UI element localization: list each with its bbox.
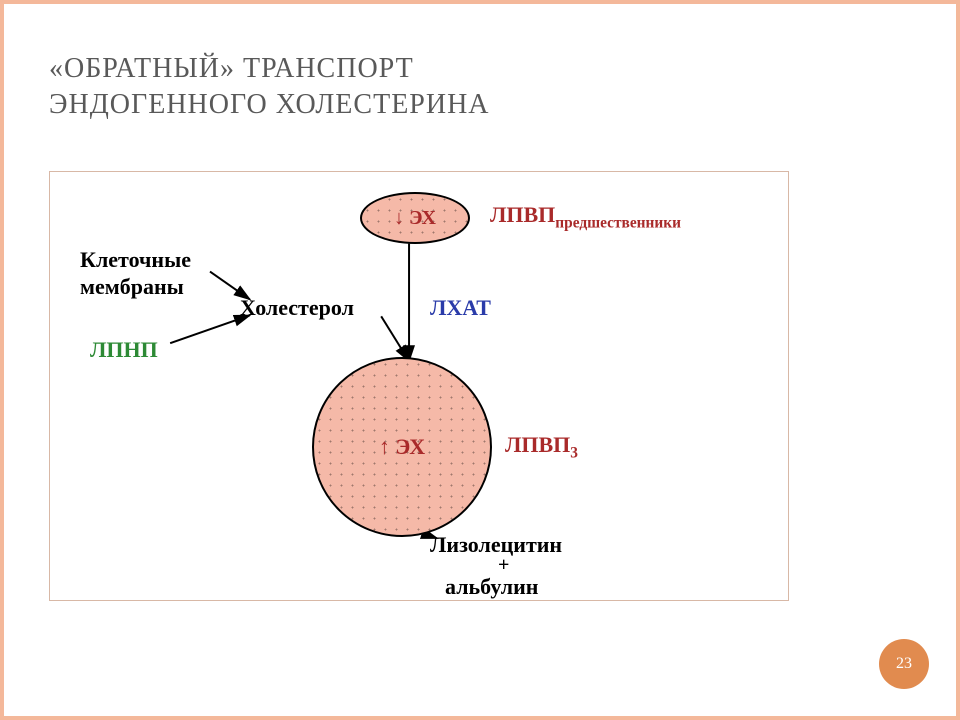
label-cell-membranes-1: Клеточные <box>80 247 191 273</box>
slide: «ОБРАТНЫЙ» ТРАНСПОРТ ЭНДОГЕННОГО ХОЛЕСТЕ… <box>0 0 960 720</box>
page-number-badge: 23 <box>879 639 929 689</box>
label-lysolecithin: Лизолецитин <box>430 532 562 558</box>
label-lhat: ЛХАТ <box>430 295 491 321</box>
arrow-chol-to-circle <box>381 316 409 361</box>
node-circle-eh-big: ↑ ЭХ <box>312 357 492 537</box>
label-cell-membranes-2: мембраны <box>80 274 184 300</box>
arrow-lpnp-to-chol <box>170 315 250 343</box>
oval-text: ↓ ЭХ <box>394 207 436 230</box>
label-cholesterol: Холестерол <box>240 295 354 321</box>
node-oval-eh-small: ↓ ЭХ <box>360 192 470 244</box>
diagram-area: ↓ ЭХ ↑ ЭХ ЛПВПпредшественники Клеточные … <box>49 171 789 601</box>
circle-text: ↑ ЭХ <box>379 434 425 460</box>
label-albumin: альбулин <box>445 574 538 600</box>
title-line-2: ЭНДОГЕННОГО ХОЛЕСТЕРИНА <box>49 89 490 120</box>
slide-title: «ОБРАТНЫЙ» ТРАНСПОРТ ЭНДОГЕННОГО ХОЛЕСТЕ… <box>49 51 490 124</box>
page-number: 23 <box>896 655 912 673</box>
label-lpvp-precursors: ЛПВПпредшественники <box>490 202 681 232</box>
title-line-1: «ОБРАТНЫЙ» ТРАНСПОРТ <box>49 53 414 84</box>
label-lpnp: ЛПНП <box>90 337 158 363</box>
label-lpvp3: ЛПВП3 <box>505 432 578 462</box>
